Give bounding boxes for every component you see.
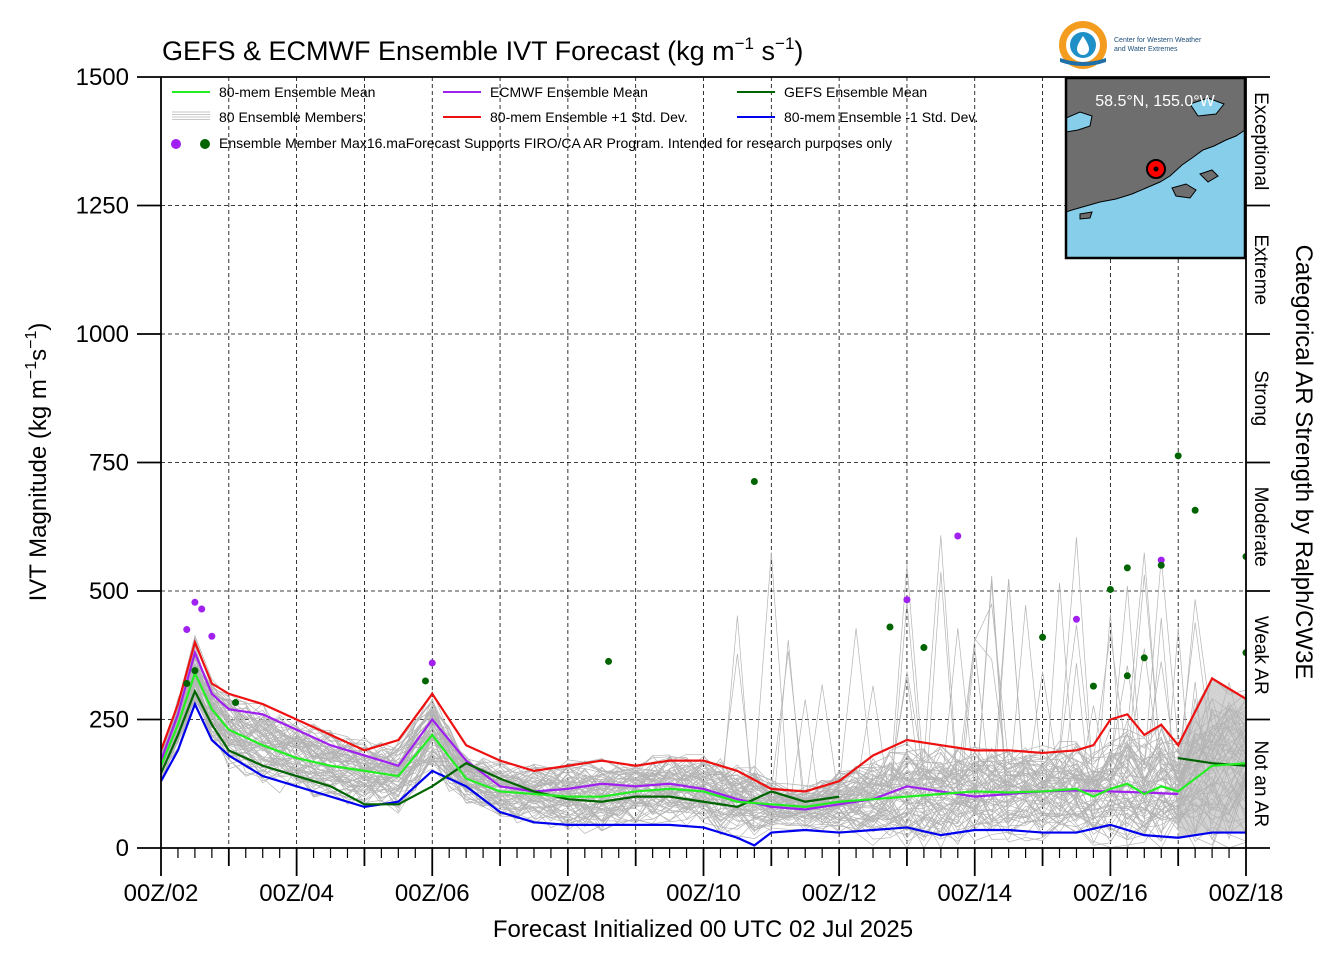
x-tick-label: 00Z/14 bbox=[937, 880, 1012, 907]
y-tick-label: 1000 bbox=[76, 321, 129, 348]
ensemble-member-line bbox=[161, 670, 1246, 806]
x-tick-label: 00Z/04 bbox=[259, 880, 334, 907]
ensemble-member-line bbox=[161, 571, 1246, 842]
gefs-max-point bbox=[1157, 561, 1165, 569]
y-tick-label: 500 bbox=[89, 578, 129, 605]
ecmwf-max-point bbox=[1072, 615, 1080, 623]
ensemble-member-line bbox=[161, 676, 1246, 842]
ensemble-member-line bbox=[161, 684, 1246, 833]
plus-sd-line bbox=[161, 639, 1246, 793]
y-axis-label: IVT Magnitude (kg m−1s−1) bbox=[23, 323, 52, 602]
right-axis-label: Categorical AR Strength by Ralph/CW3E bbox=[1290, 245, 1317, 680]
category-label: Extreme bbox=[1250, 234, 1271, 305]
ensemble-member-line bbox=[161, 672, 1246, 813]
gefs-max-point bbox=[1140, 654, 1148, 662]
ensemble-member-line bbox=[161, 601, 1246, 813]
y-tick-label: 0 bbox=[116, 835, 129, 862]
gefs-max-point bbox=[1123, 564, 1131, 572]
ecmwf-max-point bbox=[428, 659, 436, 667]
x-tick-label: 00Z/10 bbox=[666, 880, 741, 907]
legend-max-points: Ensemble Member Max16.maForecast Support… bbox=[219, 135, 892, 151]
ensemble-member-line bbox=[161, 663, 1246, 804]
ensemble-member-line bbox=[161, 684, 1246, 830]
svg-text:Center for Western Weather: Center for Western Weather bbox=[1114, 37, 1202, 44]
ecmwf-max-point bbox=[903, 596, 911, 604]
x-tick-label: 00Z/12 bbox=[802, 880, 877, 907]
category-label: Moderate bbox=[1250, 487, 1271, 567]
y-tick-label: 750 bbox=[89, 450, 129, 477]
category-label: Not an AR bbox=[1250, 740, 1271, 827]
gefs-max-point bbox=[191, 667, 199, 675]
ensemble-member-line bbox=[161, 617, 1246, 838]
gefs-max-point bbox=[920, 644, 928, 652]
legend-ecmwf: ECMWF Ensemble Mean bbox=[490, 84, 648, 100]
gefs-max-point bbox=[232, 699, 240, 707]
ecmwf-mean-line bbox=[161, 649, 1179, 811]
plot-area bbox=[161, 452, 1246, 848]
category-label: Exceptional bbox=[1250, 92, 1271, 190]
ecmwf-max-point bbox=[198, 605, 206, 613]
gefs-max-point bbox=[886, 623, 894, 631]
ensemble-member-line bbox=[161, 613, 1246, 848]
x-tick-label: 00Z/02 bbox=[124, 880, 199, 907]
gefs-max-point bbox=[1123, 672, 1131, 680]
x-tick-label: 00Z/16 bbox=[1073, 880, 1148, 907]
legend-gefs: GEFS Ensemble Mean bbox=[784, 84, 927, 100]
category-label: Weak AR bbox=[1250, 616, 1271, 695]
ecmwf-max-point bbox=[191, 598, 199, 606]
x-tick-label: 00Z/08 bbox=[531, 880, 606, 907]
gefs-mean-line bbox=[161, 688, 840, 809]
ar-category-labels: Not an AR Weak AR Moderate Strong Extreme Exc… bbox=[1250, 92, 1271, 827]
gefs-max-point bbox=[1089, 682, 1097, 690]
gefs-max-point bbox=[1039, 633, 1047, 641]
gefs-max-point bbox=[750, 478, 758, 486]
gefs-max-point bbox=[421, 677, 429, 685]
y-tick-label: 1250 bbox=[76, 193, 129, 220]
ecmwf-max-point bbox=[1157, 556, 1165, 564]
ecmwf-max-point bbox=[183, 626, 191, 634]
category-label: Strong bbox=[1250, 370, 1271, 426]
gefs-max-point bbox=[1106, 585, 1114, 593]
ecmwf-max-point bbox=[208, 632, 216, 640]
mean80-line bbox=[161, 670, 1246, 808]
y-tick-label: 250 bbox=[89, 707, 129, 734]
gefs-max-point bbox=[605, 657, 613, 665]
ensemble-member-line bbox=[161, 663, 1246, 801]
x-tick-label: 00Z/06 bbox=[395, 880, 470, 907]
legend-plus-sd: 80-mem Ensemble +1 Std. Dev. bbox=[490, 109, 688, 125]
ensemble-member-line bbox=[161, 537, 1246, 802]
ensemble-member-line bbox=[161, 668, 1246, 832]
legend-minus-sd: 80-mem Ensemble -1 Std. Dev. bbox=[784, 109, 978, 125]
location-inset-map: 58.5°N, 155.0°W bbox=[1064, 76, 1247, 260]
ensemble-member-line bbox=[161, 684, 1246, 837]
legend-members: 80 Ensemble Members bbox=[219, 109, 363, 125]
ensemble-member-line bbox=[161, 667, 1246, 808]
ecmwf-max-point bbox=[954, 532, 962, 540]
ensemble-member-line bbox=[161, 641, 1246, 794]
minus-sd-line bbox=[161, 701, 1246, 847]
legend: 80-mem Ensemble Mean ECMWF Ensemble Mean… bbox=[171, 84, 978, 151]
inset-location-label: 58.5°N, 155.0°W bbox=[1095, 93, 1215, 110]
svg-text:and Water Extremes: and Water Extremes bbox=[1114, 46, 1178, 53]
cw3e-logo: Center for Western Weather and Water Ext… bbox=[1059, 21, 1202, 69]
chart-title: GEFS & ECMWF Ensemble IVT Forecast (kg m… bbox=[162, 34, 803, 66]
gefs-max-point bbox=[1174, 452, 1182, 460]
gefs-max-point bbox=[1191, 506, 1199, 514]
legend-mean80: 80-mem Ensemble Mean bbox=[219, 84, 375, 100]
y-tick-label: 1500 bbox=[76, 64, 129, 91]
gefs-max-point bbox=[183, 680, 191, 688]
ensemble-member-line bbox=[161, 658, 1246, 802]
x-tick-label: 00Z/18 bbox=[1209, 880, 1284, 907]
x-axis-label: Forecast Initialized 00 UTC 02 Jul 2025 bbox=[493, 916, 913, 943]
